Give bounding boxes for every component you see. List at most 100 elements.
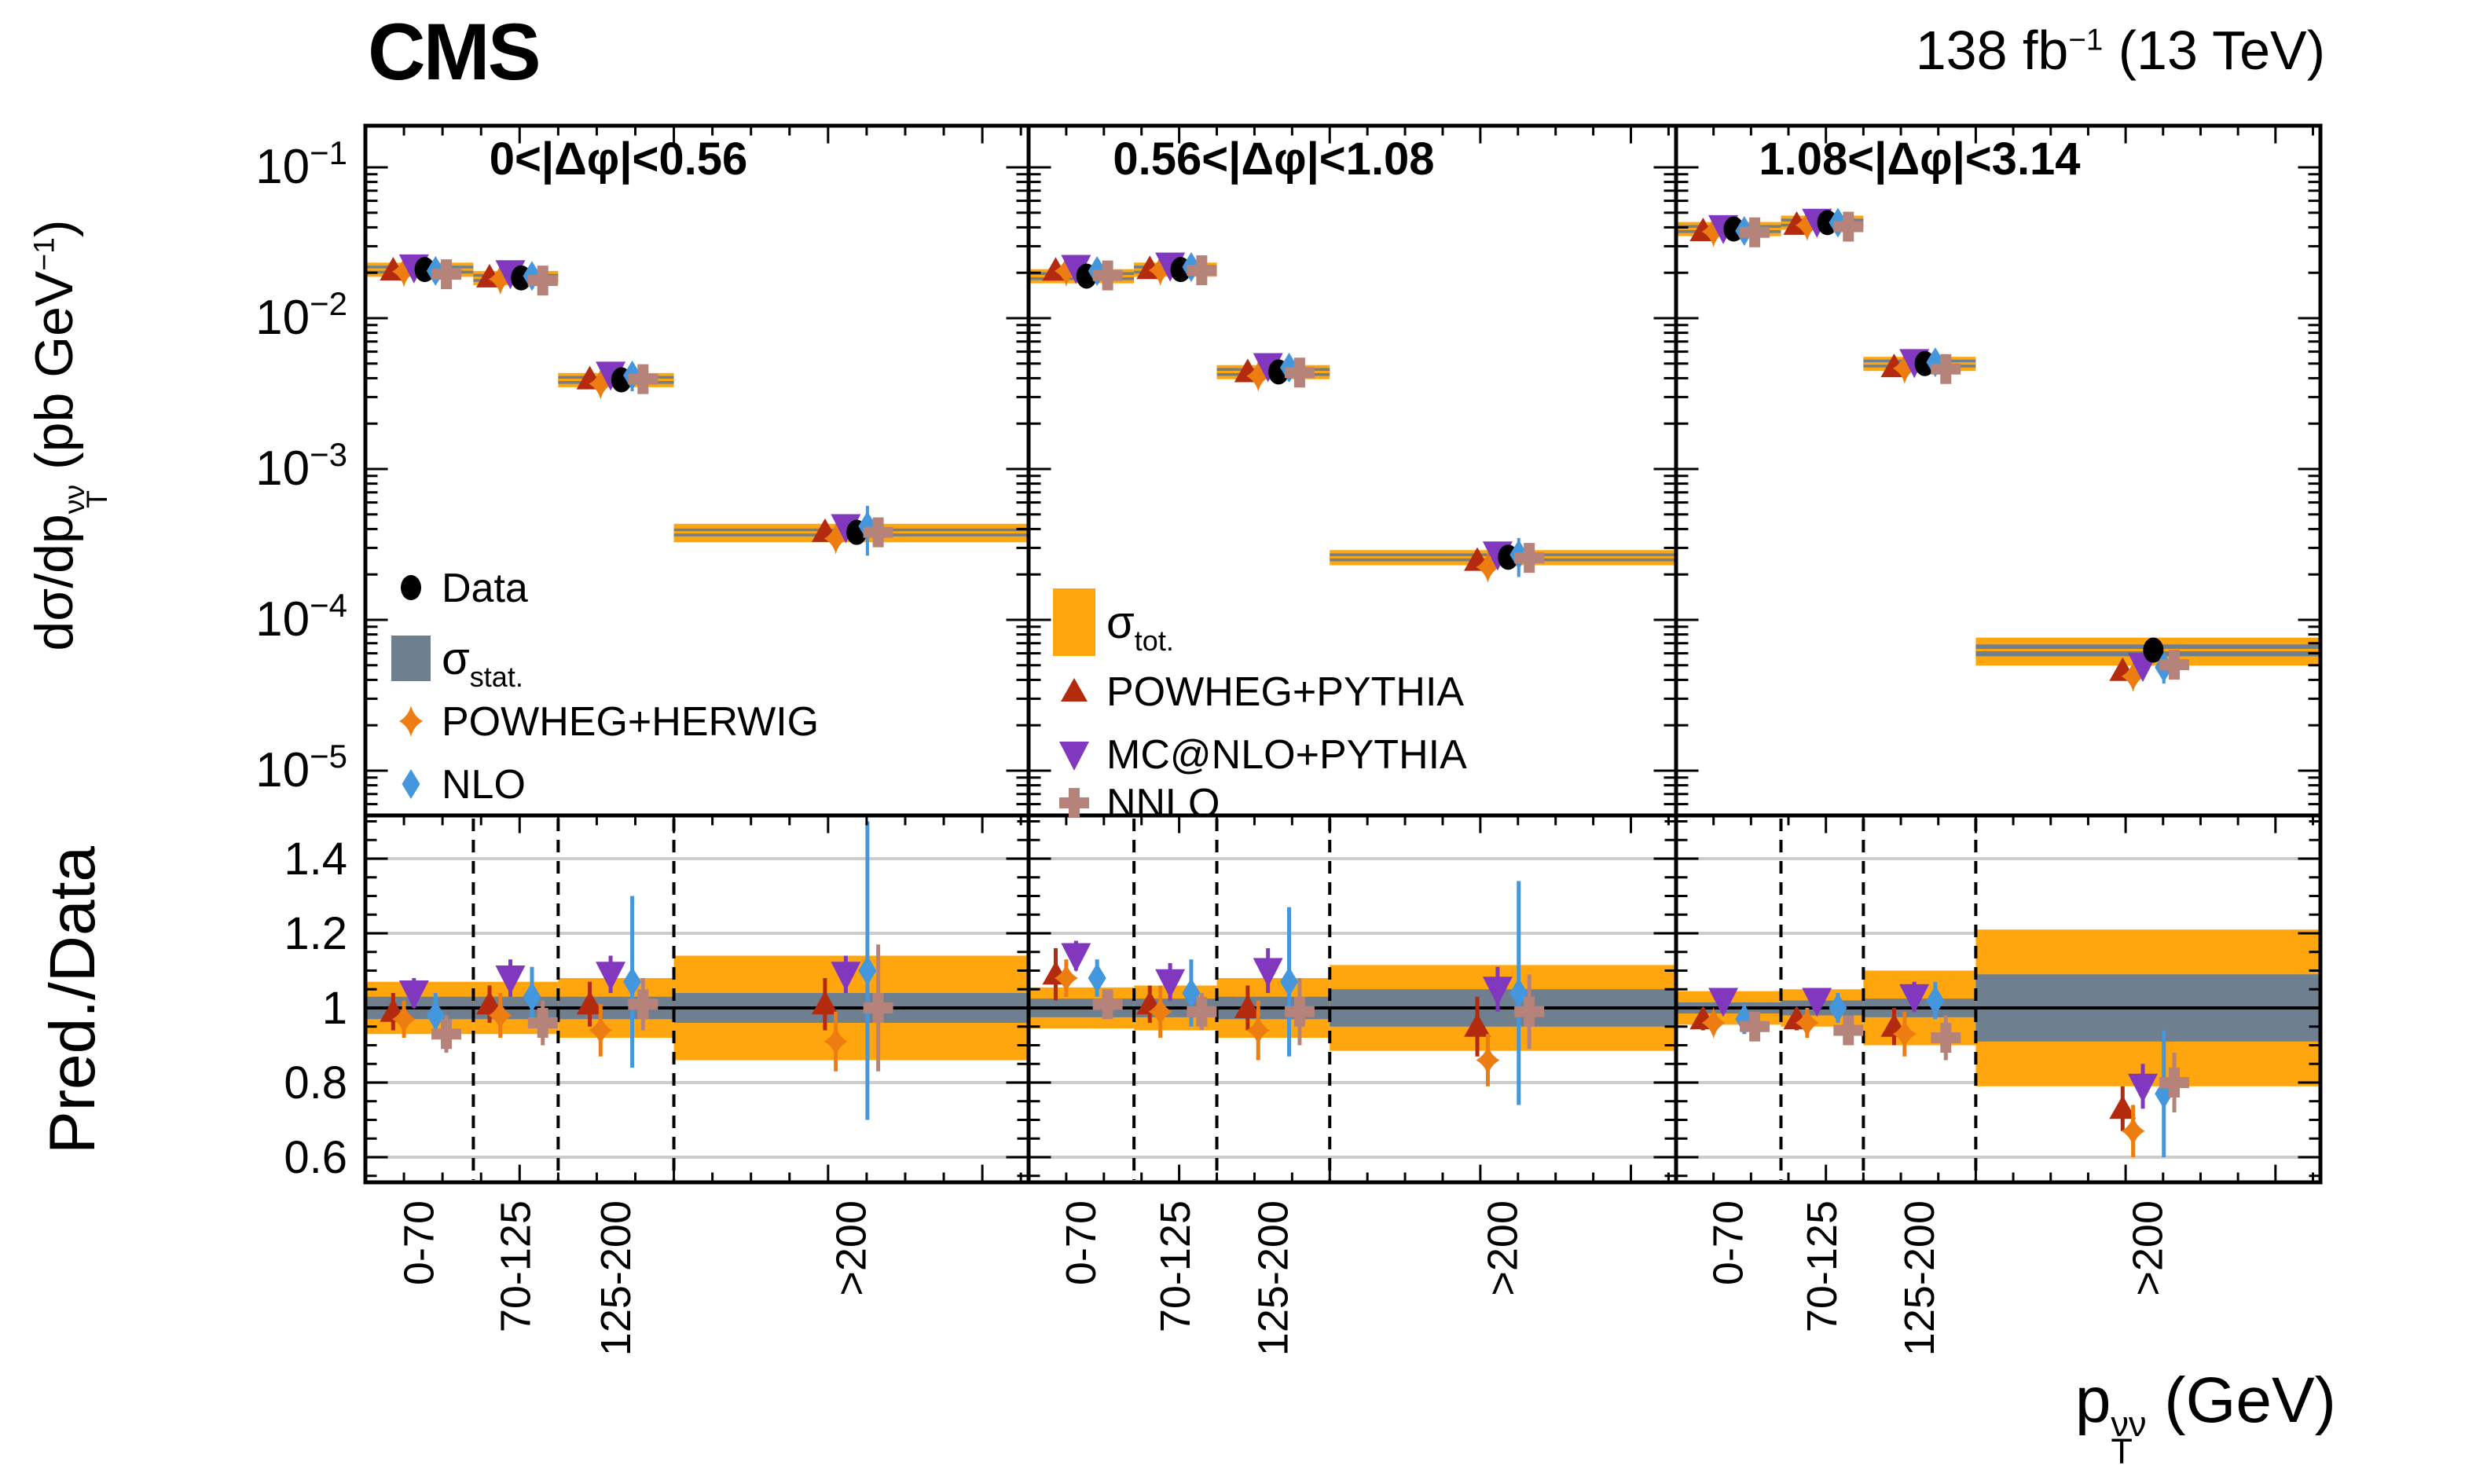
star-marker (1246, 1014, 1271, 1046)
legend-label-stat_band: σstat. (442, 633, 523, 693)
xsec-marker-powheg_herwig (823, 522, 848, 555)
ratio-marker-nlo (1088, 963, 1106, 993)
star-marker (589, 368, 613, 400)
ratio-marker-nlo (1926, 985, 1945, 1016)
ratio-marker-nnlo (1187, 996, 1217, 1027)
ratio-marker-nlo (858, 955, 877, 986)
star-marker (2121, 1115, 2145, 1147)
triangle-down-marker (1253, 958, 1283, 988)
ratio-panel-frame (1674, 813, 2323, 1185)
panel-title: 0.56<|Δφ|<1.08 (1113, 134, 1434, 185)
diamond-marker (402, 769, 420, 799)
triangle-up-marker (1234, 995, 1261, 1018)
star-marker (392, 1003, 416, 1035)
xsec-marker-powheg_herwig (1246, 360, 1271, 392)
plus-marker (1740, 217, 1770, 247)
ratio-marker-nnlo (1931, 1023, 1961, 1053)
x-title-sup: νν (2111, 1404, 2147, 1445)
diamond-marker (523, 981, 541, 1012)
ratio-marker-powheg_pythia (811, 991, 838, 1015)
ratio-tick-label: 0.6 (284, 1132, 347, 1183)
star-marker (1892, 352, 1917, 384)
legend-marker-nlo (402, 769, 420, 799)
triangle-down-marker (596, 962, 626, 991)
ratio-marker-powheg_herwig (1795, 1007, 1819, 1039)
xsec-marker-powheg_herwig (1892, 352, 1917, 384)
star-marker (392, 255, 416, 288)
ratio-marker-powheg_herwig (1701, 1007, 1726, 1039)
diamond-marker (1509, 978, 1528, 1008)
ratio-marker-mcatnlo_pythia (1482, 977, 1513, 1006)
plus-marker (2159, 1068, 2190, 1097)
xsec-marker-nnlo (1092, 260, 1123, 291)
ratio-marker-nlo (1829, 993, 1847, 1023)
triangle-up-marker (811, 991, 838, 1015)
legend-marker-powheg_pythia (1061, 678, 1088, 702)
ratio-marker-powheg_herwig (1476, 1044, 1500, 1076)
xsec-marker-powheg_herwig (1054, 255, 1078, 288)
plus-marker (1931, 354, 1961, 384)
ratio-tick-label: 1.4 (284, 834, 347, 885)
ratio-marker-powheg_herwig (823, 1025, 848, 1057)
x-bin-label: 125-200 (1896, 1200, 1943, 1356)
ratio-marker-mcatnlo_pythia (1899, 984, 1930, 1013)
panel-title: 0<|Δφ|<0.56 (490, 134, 748, 185)
ratio-tick-label: 0.8 (284, 1057, 347, 1108)
y-tick-label: 10−2 (255, 285, 347, 345)
xsec-marker-powheg_herwig (1148, 254, 1172, 286)
ratio-marker-mcatnlo_pythia (1802, 988, 1832, 1017)
triangle-down-marker (398, 980, 429, 1009)
legend-marker-nnlo (1059, 788, 1089, 818)
ratio-tick-label: 1 (322, 983, 347, 1034)
ratio-marker-powheg_herwig (488, 999, 512, 1031)
ratio-marker-mcatnlo_pythia (495, 966, 526, 995)
plus-marker (1092, 989, 1123, 1020)
circle-marker (1817, 210, 1838, 236)
ratio-marker-powheg_herwig (2121, 1115, 2145, 1147)
plus-marker (1740, 1011, 1770, 1042)
plus-marker (431, 259, 462, 290)
triangle-down-marker (495, 966, 526, 995)
x-bin-label: 125-200 (592, 1200, 640, 1356)
legend-marker-mcatnlo_pythia (1059, 742, 1089, 771)
plus-marker (628, 989, 658, 1020)
ratio-marker-powheg_pythia (2109, 1095, 2137, 1119)
triangle-down-marker (1059, 742, 1089, 771)
plus-marker (1284, 357, 1315, 388)
xsec-marker-nnlo (1833, 211, 1864, 242)
ratio-marker-nnlo (628, 989, 658, 1020)
star-marker (1148, 995, 1172, 1028)
xsec-marker-nnlo (1187, 255, 1217, 285)
x-title-subsup: νν T (2111, 1404, 2147, 1472)
plus-marker (1187, 255, 1217, 285)
ratio-marker-mcatnlo_pythia (398, 980, 429, 1009)
y-tick-label: 10−1 (255, 134, 347, 194)
legend-label-mcatnlo_pythia: MC@NLO+PYTHIA (1106, 732, 1467, 778)
plus-marker (1092, 260, 1123, 291)
star-marker (488, 263, 512, 295)
ratio-marker-mcatnlo_pythia (2128, 1073, 2159, 1103)
diamond-marker (623, 966, 642, 997)
plus-marker (1187, 996, 1217, 1027)
legend-label-powheg_pythia: POWHEG+PYTHIA (1106, 669, 1464, 715)
plus-marker (628, 364, 658, 394)
xsec-marker-nnlo (1931, 354, 1961, 384)
x-title-sub: T (2111, 1431, 2133, 1472)
ratio-marker-mcatnlo_pythia (596, 962, 626, 991)
y-tick-label: 10−3 (255, 436, 347, 496)
ratio-marker-powheg_pythia (1234, 995, 1261, 1018)
ratio-marker-nnlo (1740, 1011, 1770, 1042)
lumi-suffix: (13 TeV) (2103, 20, 2325, 81)
circle-marker (2143, 637, 2164, 663)
lumi-exponent: −1 (2068, 23, 2104, 57)
plus-marker (863, 993, 893, 1023)
triangle-down-marker (1802, 988, 1832, 1017)
ratio-marker-powheg_herwig (392, 1003, 416, 1035)
panel-title: 1.08<|Δφ|<3.14 (1759, 134, 2080, 185)
legend-label-nnlo: NNLO (1106, 781, 1220, 826)
triangle-down-marker (1482, 977, 1513, 1006)
diamond-marker (426, 1000, 445, 1031)
diamond-marker (1280, 966, 1299, 997)
legend-swatch-stat_band (391, 636, 431, 681)
